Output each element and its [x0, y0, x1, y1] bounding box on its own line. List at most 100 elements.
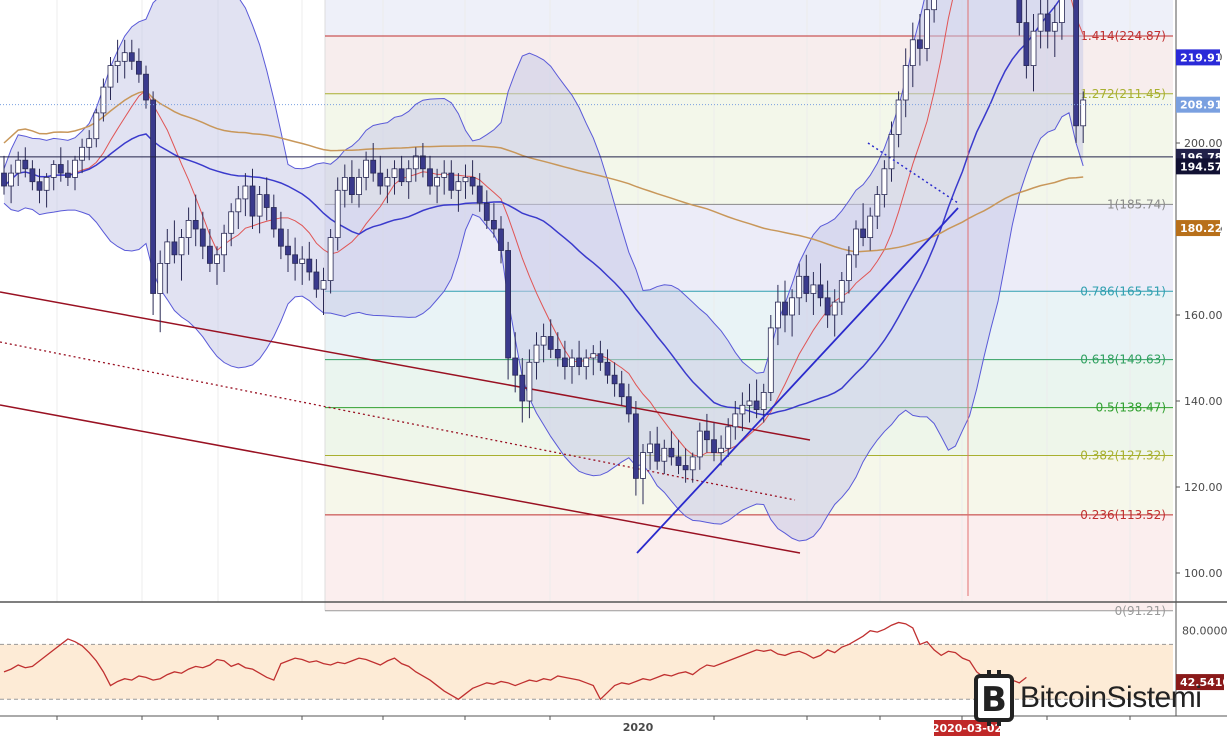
candle	[604, 349, 611, 384]
candle	[441, 160, 448, 195]
candle-body	[143, 73, 149, 101]
candle	[668, 431, 675, 466]
crosshair-date-badge: 2020-03-02	[932, 720, 1002, 736]
candle	[57, 147, 64, 182]
price-tag-bg	[1176, 220, 1220, 237]
candle-body	[675, 456, 682, 466]
bb-lower	[3, 112, 1084, 542]
candle-body	[476, 185, 483, 204]
candle	[469, 160, 476, 195]
candle-body	[348, 176, 355, 195]
candle	[1073, 0, 1079, 143]
candle	[789, 289, 795, 337]
candle-body	[199, 228, 206, 247]
candle-body	[526, 361, 533, 402]
candle	[377, 155, 384, 195]
candle	[412, 147, 419, 182]
candle-body	[576, 357, 582, 368]
candle-body	[661, 447, 668, 462]
candle-body	[1051, 22, 1058, 32]
candle	[341, 164, 348, 208]
descending-channel	[0, 291, 811, 554]
candle-body	[1059, 0, 1065, 24]
candle-body	[100, 86, 107, 114]
candle	[43, 173, 50, 208]
candle-body	[391, 168, 398, 178]
candle-body	[547, 336, 554, 350]
candle-body	[739, 404, 746, 415]
candle	[689, 452, 696, 483]
candle-body	[931, 0, 937, 11]
candle	[363, 151, 370, 191]
candle-body	[803, 275, 810, 294]
candle-body	[647, 443, 653, 454]
candle	[633, 401, 639, 496]
candle	[370, 143, 377, 182]
candle-body	[654, 443, 661, 462]
rsi-tick-label: 80.0000	[1182, 625, 1227, 638]
candle	[512, 332, 519, 393]
candle-body	[270, 207, 277, 230]
candle-body	[490, 219, 497, 230]
candle	[434, 168, 441, 204]
candle-body	[377, 172, 384, 187]
candle-body	[689, 456, 696, 471]
candle-body	[696, 430, 703, 458]
candle-body	[604, 361, 611, 376]
crosshair-date-label: 2020-03-02	[932, 722, 1002, 735]
candle	[725, 418, 732, 457]
candle-body	[249, 185, 256, 217]
candle-body	[228, 211, 235, 234]
rsi-line	[3, 621, 1027, 701]
candle	[831, 289, 838, 337]
candle-body	[562, 357, 568, 368]
candle-body	[15, 159, 22, 174]
candle	[625, 383, 632, 423]
channel-upper	[0, 291, 811, 441]
candle	[753, 379, 760, 419]
candle	[505, 241, 512, 380]
rising-trendline	[636, 207, 959, 554]
candle-body	[150, 99, 157, 294]
price-level-lines	[0, 104, 1173, 158]
candle-body	[590, 353, 597, 359]
price-tag-bg	[1176, 49, 1220, 66]
moving-averages	[3, 0, 1084, 458]
candle	[554, 332, 561, 367]
candle-body	[356, 176, 362, 195]
candle	[199, 211, 206, 260]
candle-body	[256, 194, 263, 217]
candle	[732, 401, 739, 440]
candle	[838, 272, 845, 315]
candle-body	[718, 447, 724, 453]
candle	[455, 173, 462, 212]
candle-body	[533, 344, 540, 363]
candle-body	[313, 271, 320, 290]
candle	[8, 164, 15, 204]
candle-body	[405, 168, 412, 183]
candle-body	[810, 284, 817, 294]
candle-body	[831, 301, 838, 316]
candle-body	[498, 228, 504, 251]
candle-body	[867, 215, 874, 239]
candle-body	[242, 185, 249, 200]
fib-label: 1.272(211.45)	[1080, 87, 1166, 101]
candle	[682, 448, 689, 483]
price-tag-label: 194.57	[1180, 160, 1222, 173]
fib-label: 0.5(138.47)	[1096, 401, 1166, 415]
candle	[313, 259, 320, 298]
price-tag: 180.22	[1176, 220, 1222, 237]
candle-body	[1023, 22, 1030, 67]
fib-zone	[325, 514, 1173, 611]
candle	[881, 160, 888, 208]
candle	[135, 48, 142, 83]
candle	[405, 160, 412, 199]
candle-body	[611, 374, 618, 385]
y-tick-label: 160.00	[1184, 309, 1223, 322]
y-tick-label: 120.00	[1184, 481, 1223, 494]
candle	[739, 392, 746, 432]
candle-body	[419, 155, 426, 170]
candle	[817, 263, 824, 307]
candle	[746, 383, 753, 423]
bb-fill	[4, 0, 1084, 542]
